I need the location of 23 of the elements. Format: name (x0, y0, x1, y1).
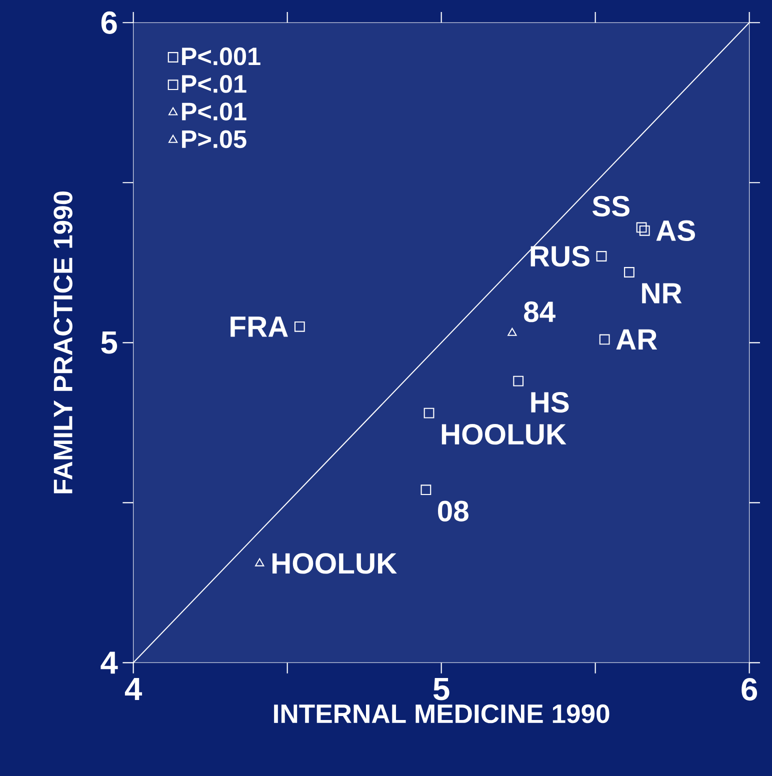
legend-label: P<.01 (182, 102, 246, 120)
legend-label: P<.01 (182, 75, 246, 93)
x-axis-title: INTERNAL MEDICINE 1990 (274, 704, 610, 724)
annotation: FRA (230, 316, 288, 337)
x-tick-label: 6 (742, 678, 758, 701)
y-axis-title: FAMILY PRACTICE 1990 (54, 191, 72, 494)
y-tick-label: 4 (100, 652, 118, 674)
annotation: SS (592, 196, 630, 217)
annotation: AS (656, 220, 695, 242)
legend-label: P<.001 (182, 47, 260, 66)
x-tick-label: 4 (124, 678, 142, 700)
annotation: RUS (530, 246, 590, 267)
legend-label: P>.05 (182, 130, 246, 148)
annotation: HS (531, 392, 569, 413)
annotation: AR (616, 329, 658, 350)
y-tick-label: 6 (101, 11, 117, 34)
annotation: HOOLUK (442, 424, 566, 445)
x-tick-label: 5 (433, 678, 450, 700)
annotation: 08 (438, 500, 468, 522)
annotation: NR (642, 283, 682, 304)
y-tick-label: 5 (101, 332, 118, 354)
annotation: 84 (524, 301, 556, 322)
annotation: HOOLUK (272, 553, 397, 574)
